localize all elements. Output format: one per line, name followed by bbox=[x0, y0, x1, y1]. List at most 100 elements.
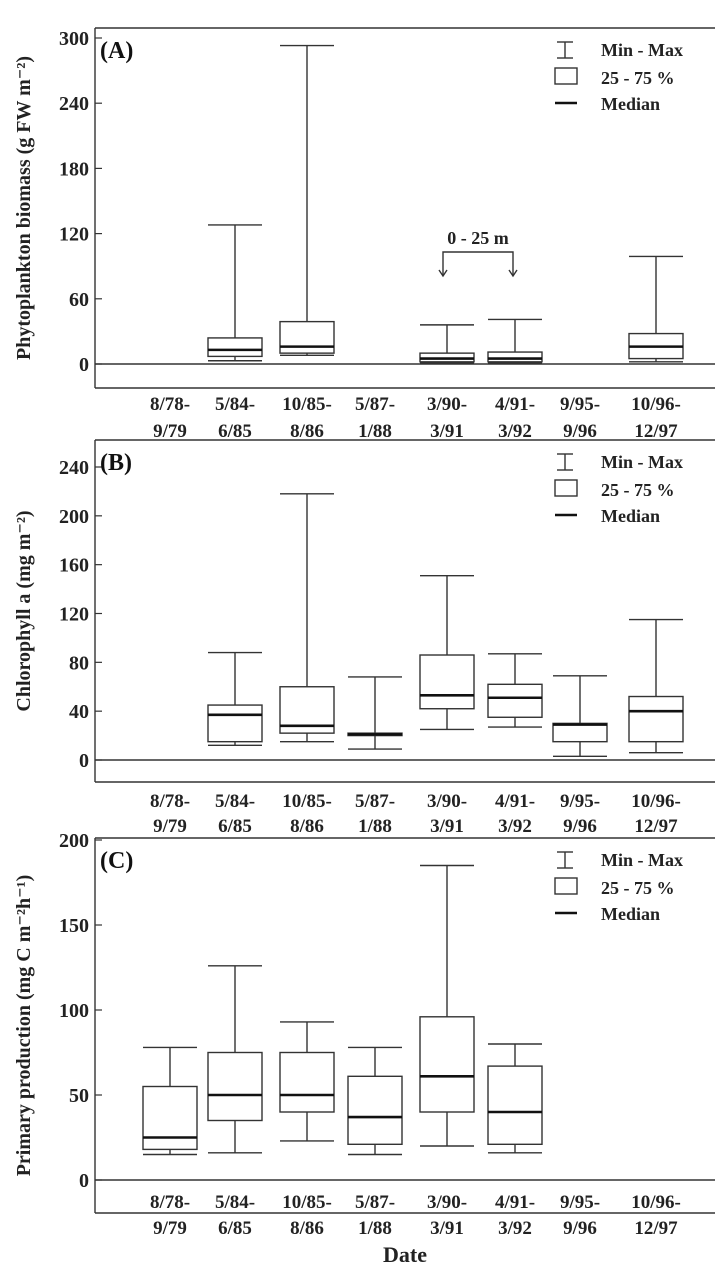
box-plot-4 bbox=[419, 574, 475, 731]
y-axis-label: Chlorophyll a (mg m⁻²) bbox=[13, 510, 35, 711]
x-tick-label: 9/95- bbox=[560, 394, 600, 415]
x-tick-label: 9/96 bbox=[563, 1218, 597, 1239]
x-tick-label: 5/87- bbox=[355, 1192, 395, 1213]
legend-label: 25 - 75 % bbox=[601, 68, 675, 88]
legend-label: Median bbox=[601, 904, 660, 924]
x-tick-label: 8/78- bbox=[150, 1192, 190, 1213]
x-tick-label: 1/88 bbox=[358, 816, 392, 837]
y-tick-label: 120 bbox=[59, 224, 89, 246]
y-tick-label: 300 bbox=[59, 28, 89, 50]
x-tick-label: 1/88 bbox=[358, 1218, 392, 1239]
x-tick-label: 6/85 bbox=[218, 1218, 252, 1239]
x-tick-label: 10/85- bbox=[282, 1192, 332, 1213]
legend-label: Median bbox=[601, 506, 660, 526]
iqr-box bbox=[419, 654, 475, 710]
x-tick-label: 4/91- bbox=[495, 791, 535, 812]
iqr-box bbox=[279, 1051, 335, 1113]
y-axis-label: Phytoplankton biomass (g FW m⁻²) bbox=[13, 56, 35, 360]
legend-box-icon bbox=[554, 877, 578, 895]
x-tick-label: 12/97 bbox=[634, 421, 678, 442]
x-tick-label: 10/96- bbox=[631, 394, 681, 415]
x-tick-label: 8/86 bbox=[290, 1218, 324, 1239]
y-tick-label: 200 bbox=[59, 506, 89, 528]
panel-c: 0 50 100 150 200 Primary production (mg C m⁻²… bbox=[13, 830, 715, 1267]
box-plot-1 bbox=[207, 965, 263, 1154]
y-axis-label: Primary production (mg C m⁻²h⁻¹) bbox=[13, 875, 35, 1177]
x-tick-label: 3/92 bbox=[498, 816, 532, 837]
x-tick-label: 9/95- bbox=[560, 1192, 600, 1213]
depth-annotation: 0 - 25 m bbox=[438, 228, 518, 278]
x-tick-label: 3/92 bbox=[498, 421, 532, 442]
panel-a: 0 60 120 180 240 300 Phytoplankton biomass (g … bbox=[13, 27, 715, 442]
box-plot-2 bbox=[279, 1021, 335, 1142]
x-tick-label: 6/85 bbox=[218, 816, 252, 837]
x-tick-label: 10/96- bbox=[631, 791, 681, 812]
iqr-box bbox=[487, 683, 543, 718]
x-tick-label: 4/91- bbox=[495, 394, 535, 415]
x-tick-label: 3/90- bbox=[427, 791, 467, 812]
x-tick-label: 10/85- bbox=[282, 394, 332, 415]
x-tick-label: 12/97 bbox=[634, 816, 678, 837]
box-plot-5 bbox=[487, 1043, 543, 1154]
legend-label: Min - Max bbox=[601, 40, 683, 60]
y-tick-label: 80 bbox=[69, 652, 89, 674]
arrow-head-icon bbox=[438, 269, 448, 278]
iqr-box bbox=[628, 695, 684, 743]
x-tick-label: 9/96 bbox=[563, 816, 597, 837]
y-tick-label: 60 bbox=[69, 289, 89, 311]
x-tick-label: 8/78- bbox=[150, 791, 190, 812]
y-tick-label: 150 bbox=[59, 915, 89, 937]
x-tick-label: 10/85- bbox=[282, 791, 332, 812]
legend-label: 25 - 75 % bbox=[601, 878, 675, 898]
y-tick-label: 180 bbox=[59, 158, 89, 180]
iqr-box bbox=[142, 1085, 198, 1151]
legend: Min - Max 25 - 75 % Median bbox=[554, 452, 683, 526]
x-tick-label: 10/96- bbox=[631, 1192, 681, 1213]
iqr-box bbox=[207, 1051, 263, 1122]
x-tick-label: 5/84- bbox=[215, 1192, 255, 1213]
annotation-label: 0 - 25 m bbox=[447, 228, 509, 248]
y-tick-label: 200 bbox=[59, 830, 89, 852]
x-tick-label: 3/90- bbox=[427, 394, 467, 415]
box-plot-1 bbox=[207, 224, 263, 362]
iqr-box bbox=[419, 1016, 475, 1113]
panel-label: (C) bbox=[100, 848, 133, 874]
x-tick-label: 12/97 bbox=[634, 1218, 678, 1239]
iqr-box bbox=[347, 1075, 403, 1146]
x-tick-label: 8/86 bbox=[290, 816, 324, 837]
x-tick-label: 9/79 bbox=[153, 816, 187, 837]
x-tick-label: 8/86 bbox=[290, 421, 324, 442]
legend-box-icon bbox=[554, 67, 578, 85]
y-tick-label: 100 bbox=[59, 1000, 89, 1022]
x-tick-label: 5/84- bbox=[215, 791, 255, 812]
y-tick-label: 0 bbox=[79, 354, 89, 376]
panel-label: (B) bbox=[100, 450, 132, 476]
box-plot-2 bbox=[279, 493, 335, 743]
y-tick-label: 0 bbox=[79, 750, 89, 772]
annotation-bracket bbox=[442, 251, 514, 276]
y-tick-label: 50 bbox=[69, 1085, 89, 1107]
x-tick-label: 3/91 bbox=[430, 1218, 464, 1239]
iqr-box bbox=[552, 722, 608, 743]
iqr-box bbox=[207, 337, 263, 358]
legend-label: Min - Max bbox=[601, 850, 683, 870]
box-plot-7 bbox=[628, 618, 684, 754]
legend: Min - Max 25 - 75 % Median bbox=[554, 850, 683, 924]
box-plot-5 bbox=[487, 653, 543, 728]
box-plot-0 bbox=[142, 1046, 198, 1156]
x-tick-label: 3/91 bbox=[430, 421, 464, 442]
x-tick-label: 9/79 bbox=[153, 1218, 187, 1239]
box-plot-3 bbox=[347, 676, 403, 750]
y-tick-label: 0 bbox=[79, 1170, 89, 1192]
box-plot-7 bbox=[628, 255, 684, 363]
x-tick-label: 4/91- bbox=[495, 1192, 535, 1213]
box-plot-6 bbox=[552, 675, 608, 758]
y-tick-label: 240 bbox=[59, 457, 89, 479]
x-tick-label: 3/91 bbox=[430, 816, 464, 837]
x-tick-label: 5/87- bbox=[355, 394, 395, 415]
x-tick-label: 6/85 bbox=[218, 421, 252, 442]
x-tick-label: 3/92 bbox=[498, 1218, 532, 1239]
box-plot-2 bbox=[279, 44, 335, 357]
x-tick-label: 9/79 bbox=[153, 421, 187, 442]
